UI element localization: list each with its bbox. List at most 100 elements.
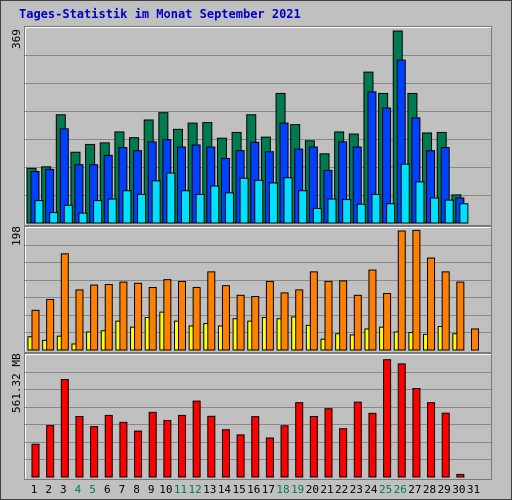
day-label: 17 <box>261 483 276 496</box>
bar-rechner-day-28 <box>427 257 436 351</box>
bar-volumen-day-7 <box>119 421 128 478</box>
bar-rechner-day-19 <box>295 289 304 351</box>
bar-volumen-day-2 <box>46 425 55 478</box>
chart-svg-middle <box>25 229 491 351</box>
bar-volumen-day-19 <box>295 402 304 478</box>
day-label: 5 <box>89 483 96 496</box>
bar-volumen-day-12 <box>192 400 201 478</box>
bar-seiten-day-29 <box>444 199 454 224</box>
bar-volumen-day-25 <box>383 359 392 478</box>
middle-panel-max-label: 198 <box>10 226 23 246</box>
bar-volumen-day-15 <box>236 434 245 478</box>
bar-seiten-day-4 <box>78 212 88 224</box>
bar-volumen-day-23 <box>353 401 362 478</box>
day-label: 31 <box>466 483 481 496</box>
day-label: 19 <box>291 483 305 496</box>
panel-visits-hosts <box>24 226 492 353</box>
bar-volumen-day-9 <box>148 411 157 478</box>
bar-rechner-day-10 <box>163 279 172 351</box>
bar-volumen-day-28 <box>427 402 436 478</box>
bar-rechner-day-17 <box>265 280 274 351</box>
bar-volumen-day-1 <box>31 443 40 478</box>
bar-seiten-day-14 <box>224 192 234 224</box>
day-label: 26 <box>393 483 407 496</box>
bar-seiten-day-22 <box>342 199 352 224</box>
bar-rechner-day-14 <box>221 285 230 351</box>
day-label: 15 <box>232 483 246 496</box>
day-label: 16 <box>247 483 261 496</box>
bar-rechner-day-6 <box>104 283 113 351</box>
day-label: 13 <box>203 483 217 496</box>
bar-rechner-day-12 <box>192 286 201 351</box>
bar-seiten-day-5 <box>93 200 103 224</box>
day-label: 21 <box>320 483 334 496</box>
bar-seiten-day-8 <box>137 193 147 224</box>
bar-seiten-day-9 <box>151 180 161 224</box>
bar-seiten-day-21 <box>327 198 337 224</box>
bar-volumen-day-30 <box>456 473 465 478</box>
panel-volume <box>24 353 492 480</box>
bar-rechner-day-20 <box>309 271 318 351</box>
bar-seiten-day-16 <box>254 179 264 224</box>
day-label: 11 <box>173 483 188 496</box>
bar-rechner-day-26 <box>397 230 406 351</box>
bar-rechner-day-9 <box>148 286 157 351</box>
bar-rechner-day-8 <box>134 282 143 351</box>
day-label: 25 <box>378 483 393 496</box>
bar-rechner-day-30 <box>456 281 465 351</box>
bar-seiten-day-28 <box>430 197 440 224</box>
day-label: 27 <box>408 483 422 496</box>
bar-seiten-day-25 <box>386 203 396 224</box>
bar-rechner-day-5 <box>90 284 99 351</box>
bar-seiten-day-13 <box>210 185 220 224</box>
day-label: 1 <box>30 483 38 496</box>
chart-svg-bottom <box>25 359 491 478</box>
bar-seiten-day-26 <box>400 163 410 224</box>
day-label: 20 <box>305 483 319 496</box>
bar-seiten-day-18 <box>283 177 293 224</box>
bar-rechner-day-7 <box>119 281 128 351</box>
bar-volumen-day-29 <box>441 412 450 478</box>
chart-title: Tages-Statistik im Monat September 2021 <box>19 7 301 21</box>
day-label: 10 <box>159 483 173 496</box>
bar-volumen-day-22 <box>339 428 348 478</box>
bar-rechner-day-2 <box>46 299 55 351</box>
bar-rechner-day-1 <box>31 309 40 351</box>
bottom-panel-max-label: 561.32 MB <box>10 353 23 413</box>
bar-seiten-day-12 <box>195 193 205 224</box>
bar-seiten-day-10 <box>166 172 176 224</box>
bar-rechner-day-13 <box>207 271 216 351</box>
bar-rechner-day-31 <box>471 328 479 351</box>
bar-seiten-day-17 <box>268 182 278 224</box>
bar-seiten-day-11 <box>181 190 190 224</box>
bar-rechner-day-23 <box>353 294 362 351</box>
bar-volumen-day-8 <box>134 430 143 478</box>
day-label: 23 <box>349 483 363 496</box>
bar-volumen-day-13 <box>207 415 216 478</box>
bar-volumen-day-10 <box>163 420 172 478</box>
day-label: 18 <box>276 483 290 496</box>
bar-volumen-day-24 <box>368 412 377 478</box>
bar-seiten-day-3 <box>63 204 73 224</box>
bar-volumen-day-5 <box>90 426 99 478</box>
day-label: 22 <box>335 483 349 496</box>
day-label: 12 <box>188 483 202 496</box>
bar-rechner-day-24 <box>368 269 377 351</box>
panel-requests-files-pages <box>24 26 492 226</box>
bar-rechner-day-3 <box>60 253 69 351</box>
bar-volumen-day-21 <box>324 408 333 478</box>
day-label: 9 <box>147 483 155 496</box>
day-label: 4 <box>74 483 82 496</box>
day-label: 2 <box>45 483 52 496</box>
bar-seiten-day-30 <box>459 203 469 224</box>
bar-seiten-day-27 <box>415 181 425 224</box>
bar-volumen-day-4 <box>75 415 84 478</box>
bar-rechner-day-4 <box>75 289 84 351</box>
bar-volumen-day-16 <box>251 416 260 478</box>
bar-volumen-day-20 <box>309 415 318 478</box>
bar-volumen-day-3 <box>60 379 69 478</box>
bar-seiten-day-6 <box>107 198 117 224</box>
chart-svg-top <box>25 30 491 224</box>
bar-volumen-day-6 <box>104 414 113 478</box>
bar-rechner-day-16 <box>251 296 260 351</box>
